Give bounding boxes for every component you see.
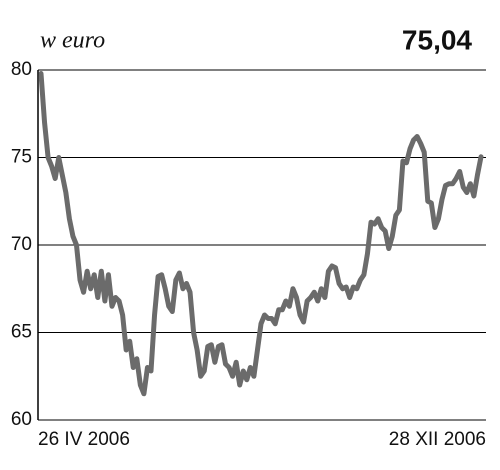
current-value: 75,04 [402, 24, 472, 55]
x-tick-label: 28 XII 2006 [389, 429, 486, 450]
y-tick-label: 65 [11, 322, 32, 343]
chart-title: w euro [40, 28, 105, 54]
x-tick-label: 26 IV 2006 [38, 429, 130, 450]
y-tick-label: 80 [11, 59, 32, 80]
y-tick-label: 60 [11, 409, 32, 430]
y-tick-label: 70 [11, 234, 32, 255]
price-line [38, 71, 484, 397]
y-tick-label: 75 [11, 147, 32, 168]
